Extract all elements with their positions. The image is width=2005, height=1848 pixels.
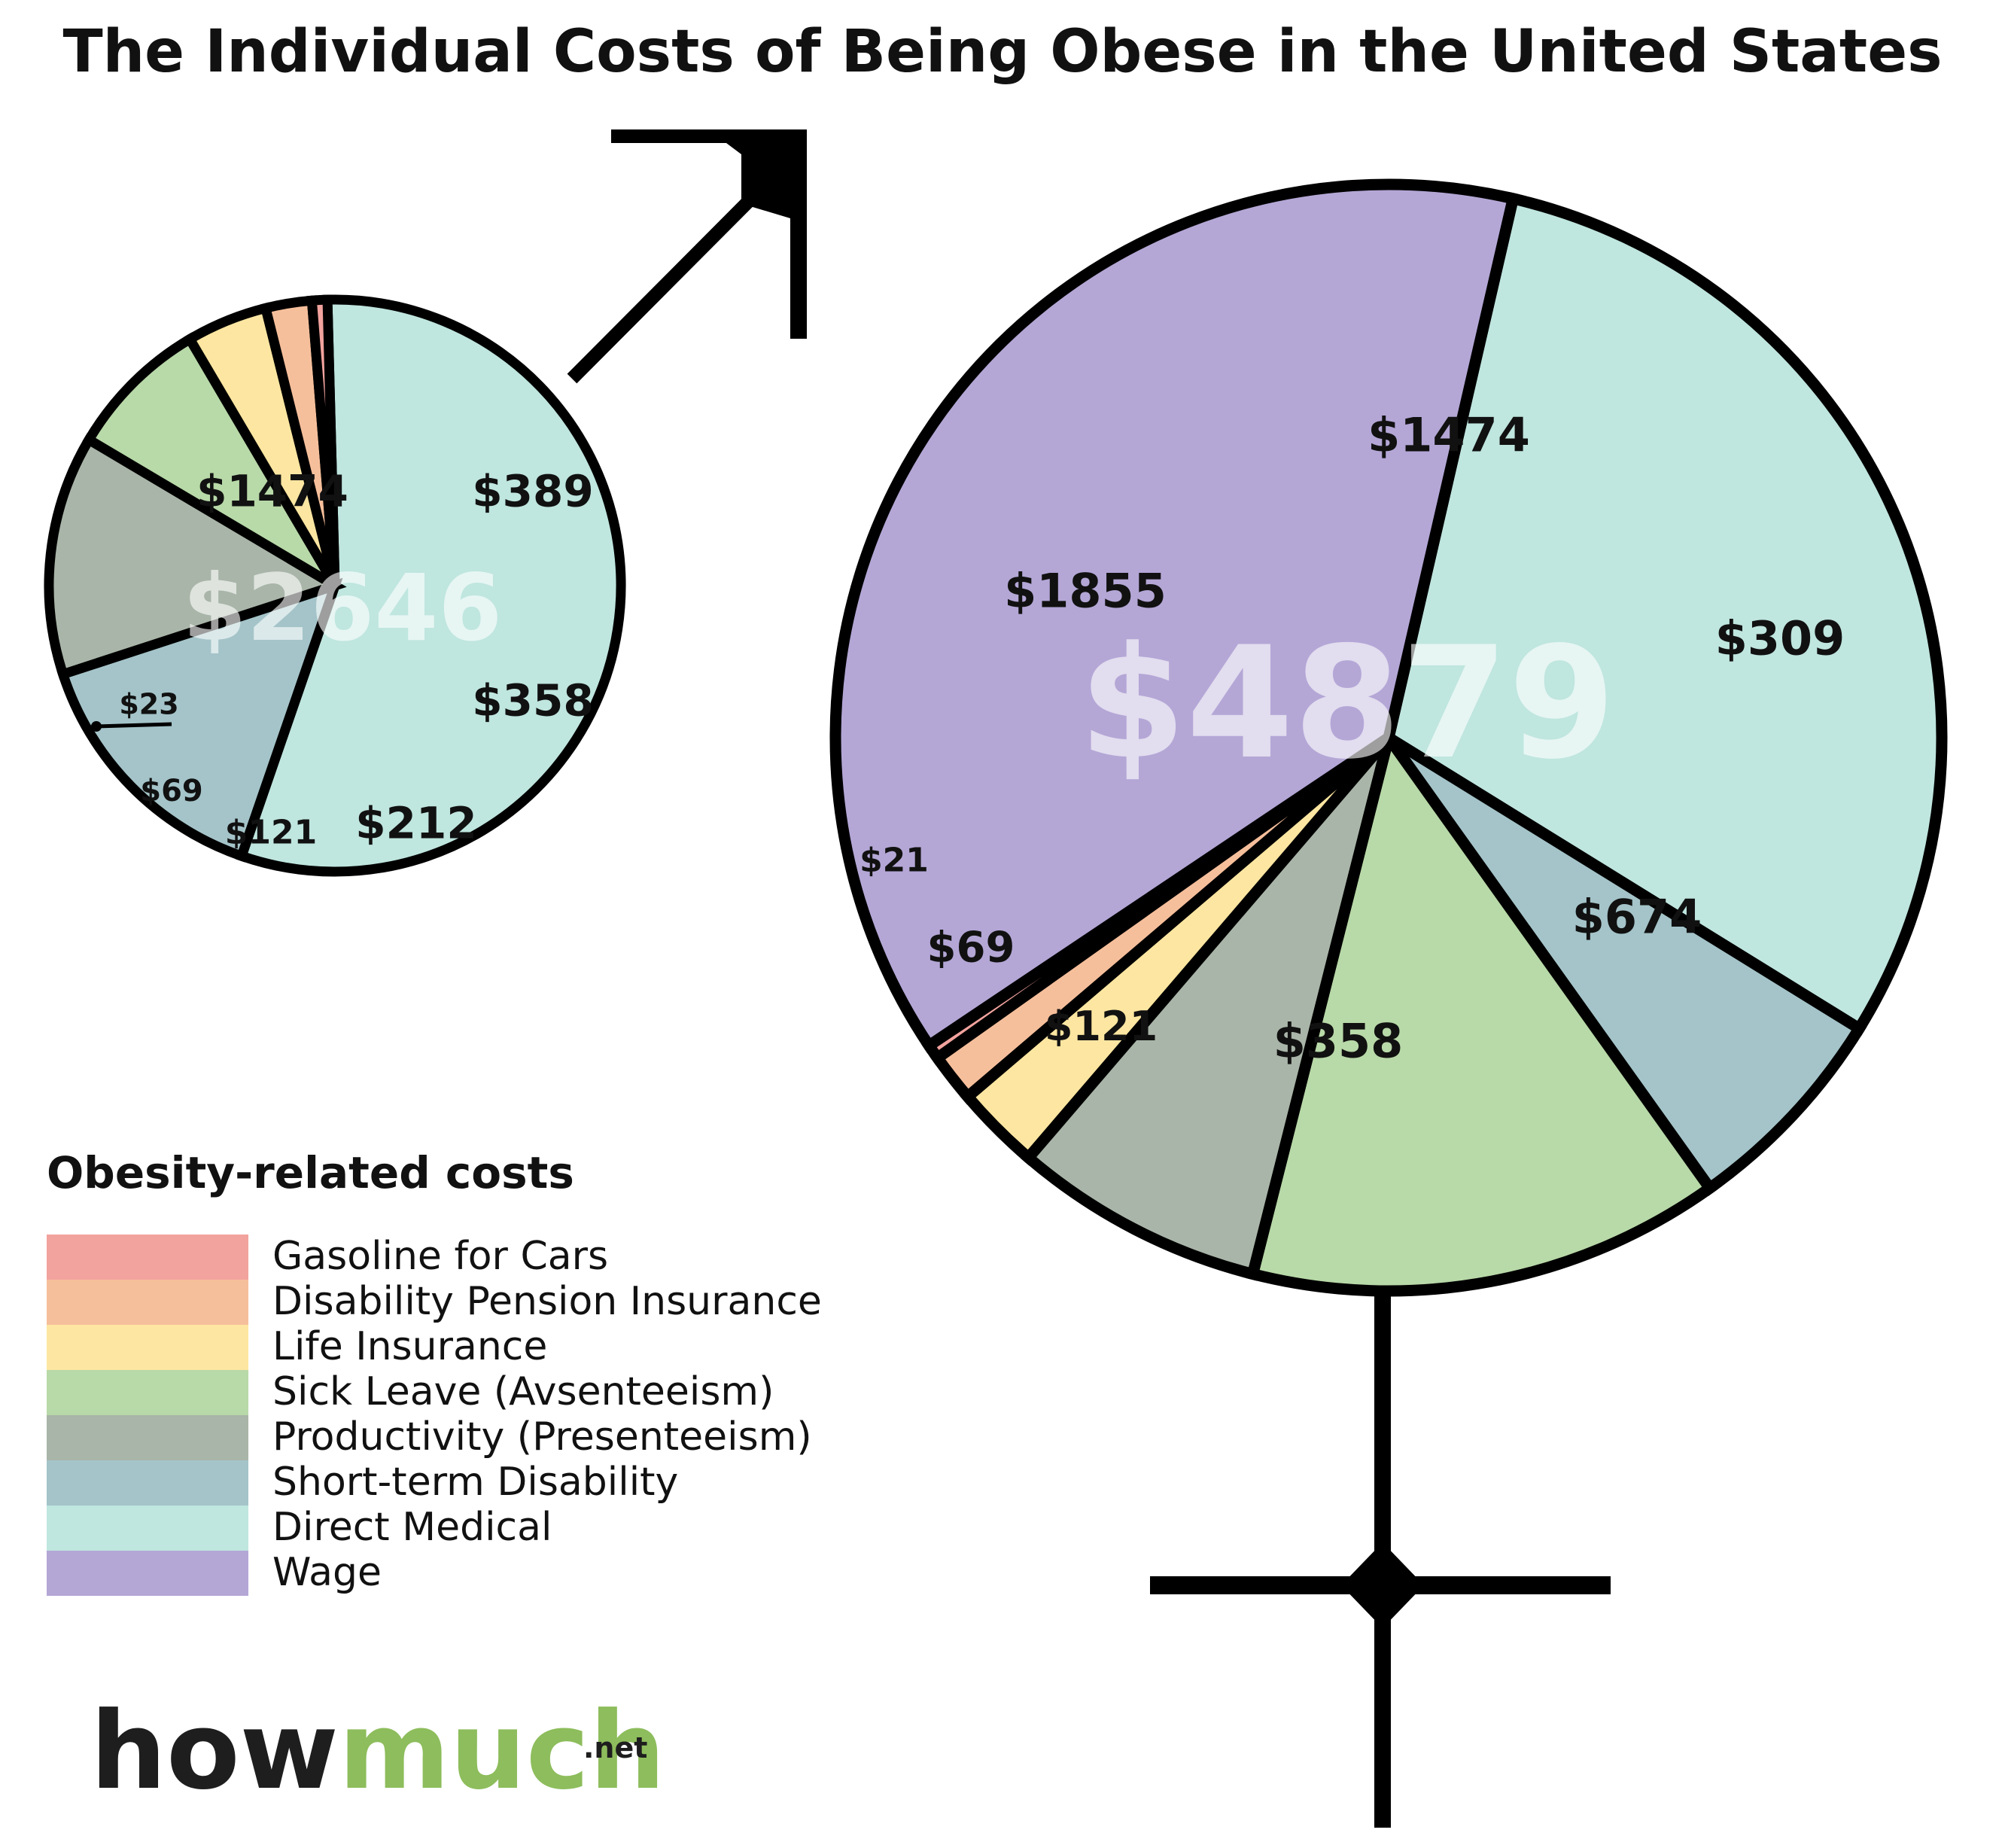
male-pie-label-direct-medical: $1474 [196,465,348,516]
female-pie-label-life-insurance: $121 [1045,1003,1158,1050]
legend-swatch-sick-leave-avsenteeism [47,1370,248,1415]
female-pie-slice-sick-leave-avsenteeism [1246,724,1718,1297]
legend-swatch-gasoline-for-cars [47,1235,248,1280]
female-pie-label-direct-medical: $1474 [1368,408,1530,463]
male-pie-label-disability-pension-insurance: $69 [140,774,203,808]
legend-swatch-direct-medical [47,1505,248,1551]
male-pie-slice-direct-medical [235,294,626,877]
male-pie-total-label: $2646 [183,555,502,662]
male-arrow-shaft [567,192,758,384]
male-pie-slice-gasoline-for-cars [306,294,340,586]
legend-label-short-term-disability: Short-term Disability [272,1460,678,1505]
female-pie: $1474 $309 $674 $358 $121 $69 $21 $1855$4879 [829,178,1948,1297]
legend-label-disability-pension-insurance: Disability Pension Insurance [272,1279,822,1324]
female-pie-label-disability-pension-insurance: $69 [927,924,1015,973]
male-pie: $1474 $389 $358 $212 $121 $69 $23$2646 [44,294,626,877]
female-pie-slice-short-term-disability [1383,732,1867,1196]
female-pie-label-sick-leave-avsenteeism: $674 [1572,890,1702,945]
legend-label-life-insurance: Life Insurance [272,1324,547,1369]
female-cross-diamond [1341,1542,1424,1628]
male-pie-callout-dot [91,721,102,732]
male-pie-callout-line [96,722,172,729]
legend-label-wage: Wage [272,1550,382,1595]
legend-swatch-short-term-disability [47,1460,248,1505]
legend: Obesity-related costs Gasoline for CarsD… [47,1147,822,1596]
female-pie-label-gasoline-for-cars: $21 [860,841,929,879]
brand-logo: howmuch .net [90,1689,665,1813]
legend-swatch-life-insurance [47,1325,248,1370]
male-pie-label-life-insurance: $121 [225,813,317,851]
male-arrow-head [611,129,807,339]
male-pie-slice-sick-leave-avsenteeism [82,332,339,590]
male-pie-label-short-term-disability: $389 [472,465,593,516]
chart-title: The Individual Costs of Being Obese in t… [62,18,1942,86]
logo-much: much [339,1689,665,1813]
female-pie-label-wage: $1855 [1004,564,1167,619]
female-symbol [1150,1238,1611,1828]
legend-label-productivity-presenteeism: Productivity (Presenteeism) [272,1414,812,1460]
legend-label-gasoline-for-cars: Gasoline for Cars [272,1234,608,1279]
legend-swatch-disability-pension-insurance [47,1280,248,1325]
legend-label-sick-leave-avsenteeism: Sick Leave (Avsenteeism) [272,1369,774,1414]
logo-net: .net [583,1731,647,1764]
female-pie-slice-productivity-presenteeism [1020,734,1395,1281]
female-stem [1374,1250,1391,1828]
male-symbol [567,129,807,384]
male-pie-label-productivity-presenteeism: $358 [472,674,593,726]
legend-title: Obesity-related costs [47,1147,574,1198]
legend-swatch-wage [47,1551,248,1596]
female-pie-label-short-term-disability: $309 [1715,611,1845,666]
legend-swatch-productivity-presenteeism [47,1415,248,1460]
female-pie-total-label: $4879 [1079,614,1615,793]
logo-how: how [90,1689,339,1813]
male-pie-label-sick-leave-avsenteeism: $212 [355,797,476,848]
male-pie-label-gasoline-for-cars: $23 [119,687,178,720]
female-pie-slice-wage [829,178,1520,1054]
logo-wordmark: howmuch [90,1689,665,1813]
male-pie-slice-productivity-presenteeism [44,433,347,680]
female-pie-label-productivity-presenteeism: $358 [1273,1014,1404,1069]
legend-label-direct-medical: Direct Medical [272,1505,552,1550]
